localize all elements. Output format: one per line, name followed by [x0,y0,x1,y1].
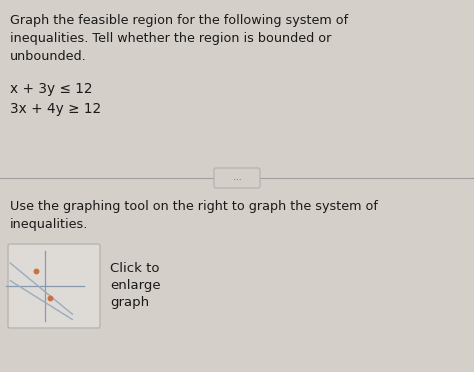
FancyBboxPatch shape [214,168,260,188]
Text: enlarge: enlarge [110,279,161,292]
Text: Click to: Click to [110,262,159,275]
Text: inequalities.: inequalities. [10,218,88,231]
Text: x + 3y ≤ 12: x + 3y ≤ 12 [10,82,92,96]
Text: Graph the feasible region for the following system of: Graph the feasible region for the follow… [10,14,348,27]
Text: graph: graph [110,296,149,309]
Text: 3x + 4y ≥ 12: 3x + 4y ≥ 12 [10,102,101,116]
Text: ...: ... [233,173,241,183]
Text: Use the graphing tool on the right to graph the system of: Use the graphing tool on the right to gr… [10,200,378,213]
Text: unbounded.: unbounded. [10,50,87,63]
Text: inequalities. Tell whether the region is bounded or: inequalities. Tell whether the region is… [10,32,331,45]
FancyBboxPatch shape [8,244,100,328]
